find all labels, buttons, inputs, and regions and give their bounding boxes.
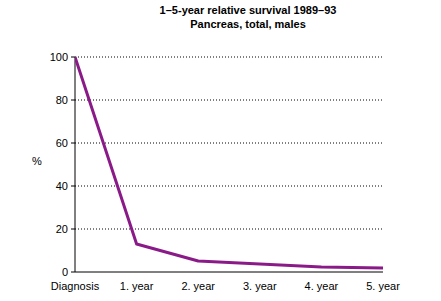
- y-tick-label: 80: [56, 94, 68, 106]
- chart-container: 1–5-year relative survival 1989–93 Pancre…: [0, 0, 441, 301]
- y-axis-label: %: [32, 155, 42, 167]
- grid-line: [75, 229, 383, 230]
- x-tick-label: 2. year: [181, 280, 215, 292]
- y-tick-label: 40: [56, 180, 68, 192]
- x-tick-label: 4. year: [305, 280, 339, 292]
- grid-line: [75, 143, 383, 144]
- survival-line: [75, 57, 383, 268]
- x-tick-label: 1. year: [120, 280, 154, 292]
- x-tick-label: Diagnosis: [51, 280, 100, 292]
- y-axis: [75, 57, 76, 272]
- y-tick-label: 0: [62, 266, 68, 278]
- x-tick-label: 5. year: [366, 280, 400, 292]
- y-tick: [71, 229, 75, 230]
- y-tick: [71, 57, 75, 58]
- y-tick: [71, 143, 75, 144]
- y-tick-label: 100: [50, 51, 68, 63]
- plot-area: [75, 57, 383, 268]
- title: 1–5-year relative survival 1989–93: [160, 4, 337, 16]
- grid-line: [75, 57, 383, 58]
- y-tick-label: 20: [56, 223, 68, 235]
- grid-line: [75, 100, 383, 101]
- x-tick-label: 3. year: [243, 280, 277, 292]
- y-tick: [71, 272, 75, 273]
- grid-line: [75, 186, 383, 187]
- chart-svg: 1–5-year relative survival 1989–93 Pancre…: [0, 0, 441, 301]
- y-tick: [71, 186, 75, 187]
- y-tick-label: 60: [56, 137, 68, 149]
- subtitle: Pancreas, total, males: [190, 18, 306, 30]
- y-tick: [71, 100, 75, 101]
- x-axis: [75, 272, 383, 273]
